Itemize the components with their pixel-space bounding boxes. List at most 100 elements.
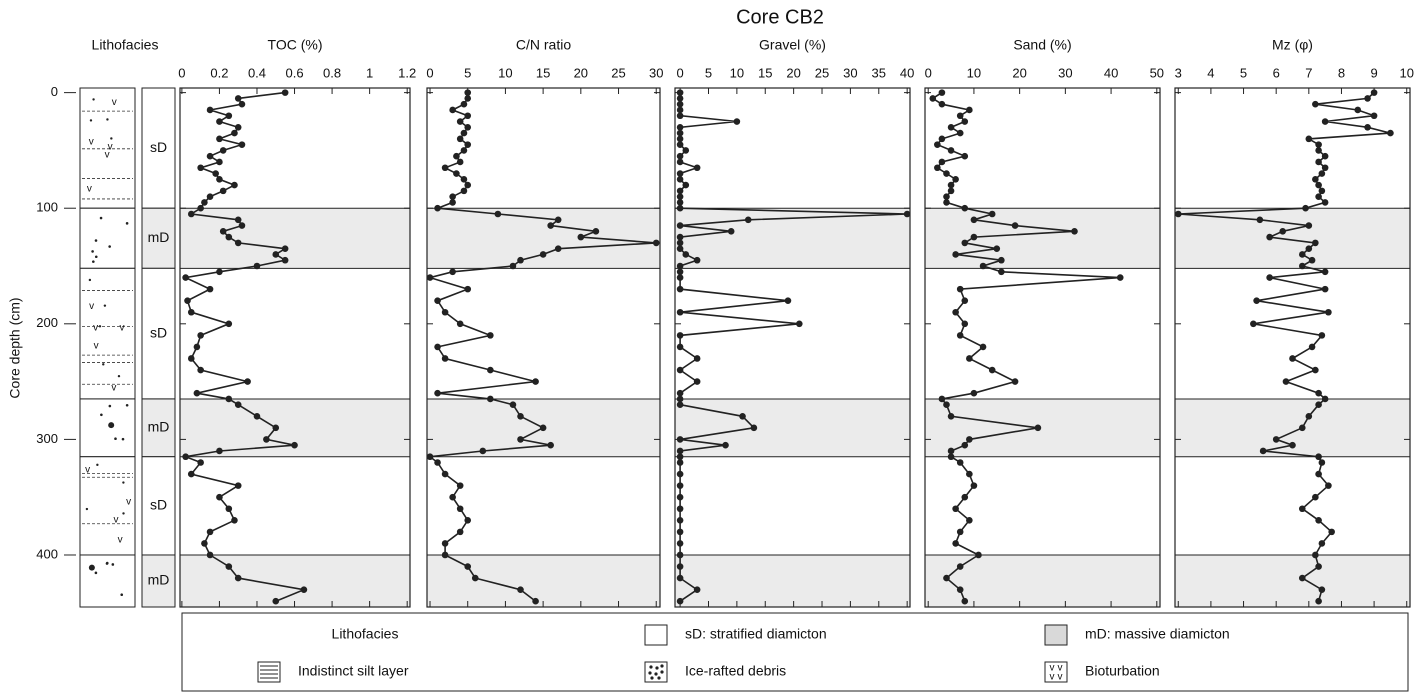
- data-point: [943, 401, 950, 408]
- data-point: [943, 193, 950, 200]
- data-point: [197, 205, 204, 212]
- x-tick-label: 0: [426, 65, 433, 80]
- ird-dot: [660, 670, 663, 673]
- data-point: [216, 176, 223, 183]
- data-point: [1371, 89, 1378, 96]
- data-point: [1325, 482, 1332, 489]
- data-point: [682, 147, 689, 154]
- data-point: [998, 257, 1005, 264]
- data-point: [1315, 159, 1322, 166]
- data-point: [1260, 448, 1267, 455]
- data-point: [464, 517, 471, 524]
- data-point: [1299, 505, 1306, 512]
- ird-dot: [655, 666, 658, 669]
- debris-dot: [122, 481, 124, 483]
- debris-dot: [104, 304, 106, 306]
- panel-title: Gravel (%): [759, 37, 826, 53]
- data-point: [472, 575, 479, 582]
- data-point: [952, 309, 959, 316]
- data-point: [943, 575, 950, 582]
- data-point: [1322, 268, 1329, 275]
- data-point: [457, 136, 464, 143]
- x-tick-label: 4: [1207, 65, 1214, 80]
- data-point: [197, 332, 204, 339]
- data-point: [677, 141, 684, 148]
- debris-dot: [100, 217, 103, 220]
- data-point: [971, 234, 978, 241]
- debris-dot: [96, 464, 98, 466]
- data-point: [952, 540, 959, 547]
- data-point: [948, 182, 955, 189]
- data-point: [1319, 540, 1326, 547]
- data-point: [1309, 344, 1316, 351]
- data-point: [235, 482, 242, 489]
- data-point: [677, 274, 684, 281]
- data-point: [235, 401, 242, 408]
- data-point: [939, 89, 946, 96]
- bioturbation-mark: v: [118, 535, 123, 546]
- data-point: [677, 332, 684, 339]
- data-point: [434, 459, 441, 466]
- data-point: [434, 205, 441, 212]
- data-point: [1175, 211, 1182, 218]
- data-point: [449, 193, 456, 200]
- page: {"figure": {"title": "Core CB2", "y_labe…: [0, 0, 1428, 700]
- data-point: [1315, 563, 1322, 570]
- data-point: [961, 297, 968, 304]
- x-tick-label: 20: [786, 65, 800, 80]
- data-point: [461, 147, 468, 154]
- data-point: [948, 448, 955, 455]
- bio-mark: v: [1050, 672, 1055, 683]
- legend-icon: [258, 662, 280, 682]
- data-point: [254, 413, 261, 420]
- data-point: [751, 425, 758, 432]
- data-point: [961, 598, 968, 605]
- x-tick-label: 1.2: [398, 65, 416, 80]
- data-point: [188, 211, 195, 218]
- data-point: [934, 164, 941, 171]
- data-point: [728, 228, 735, 235]
- data-point: [442, 471, 449, 478]
- data-point: [677, 344, 684, 351]
- data-point: [263, 436, 270, 443]
- data-point: [593, 228, 600, 235]
- facies-label: sD: [150, 139, 167, 155]
- bioturbation-mark: v: [93, 322, 98, 333]
- data-point: [1322, 164, 1329, 171]
- zone-shade: [675, 399, 910, 457]
- debris-dot: [120, 593, 123, 596]
- data-point: [1266, 274, 1273, 281]
- data-point: [966, 436, 973, 443]
- zone-shade: [675, 555, 910, 607]
- data-point: [1315, 193, 1322, 200]
- data-point: [540, 425, 547, 432]
- debris-dot: [102, 363, 104, 365]
- legend-swatch: [258, 662, 280, 682]
- data-point: [1371, 112, 1378, 119]
- data-point: [948, 188, 955, 195]
- data-point: [291, 442, 298, 449]
- data-point: [785, 297, 792, 304]
- ird-dot: [649, 665, 652, 668]
- data-point: [272, 598, 279, 605]
- data-point: [532, 378, 539, 385]
- data-point: [1322, 286, 1329, 293]
- data-point: [231, 130, 238, 137]
- data-point: [1012, 378, 1019, 385]
- data-point: [1306, 136, 1313, 143]
- data-point: [677, 130, 684, 137]
- data-point: [677, 453, 684, 460]
- data-point: [1354, 107, 1361, 114]
- data-point: [677, 390, 684, 397]
- data-point: [216, 494, 223, 501]
- data-point: [201, 199, 208, 206]
- data-point: [677, 89, 684, 96]
- data-point: [226, 321, 233, 328]
- data-point: [957, 130, 964, 137]
- data-point: [929, 95, 936, 102]
- x-tick-label: 15: [758, 65, 772, 80]
- bioturbation-mark: v: [87, 184, 92, 195]
- data-point: [194, 390, 201, 397]
- data-point: [197, 164, 204, 171]
- data-point: [694, 378, 701, 385]
